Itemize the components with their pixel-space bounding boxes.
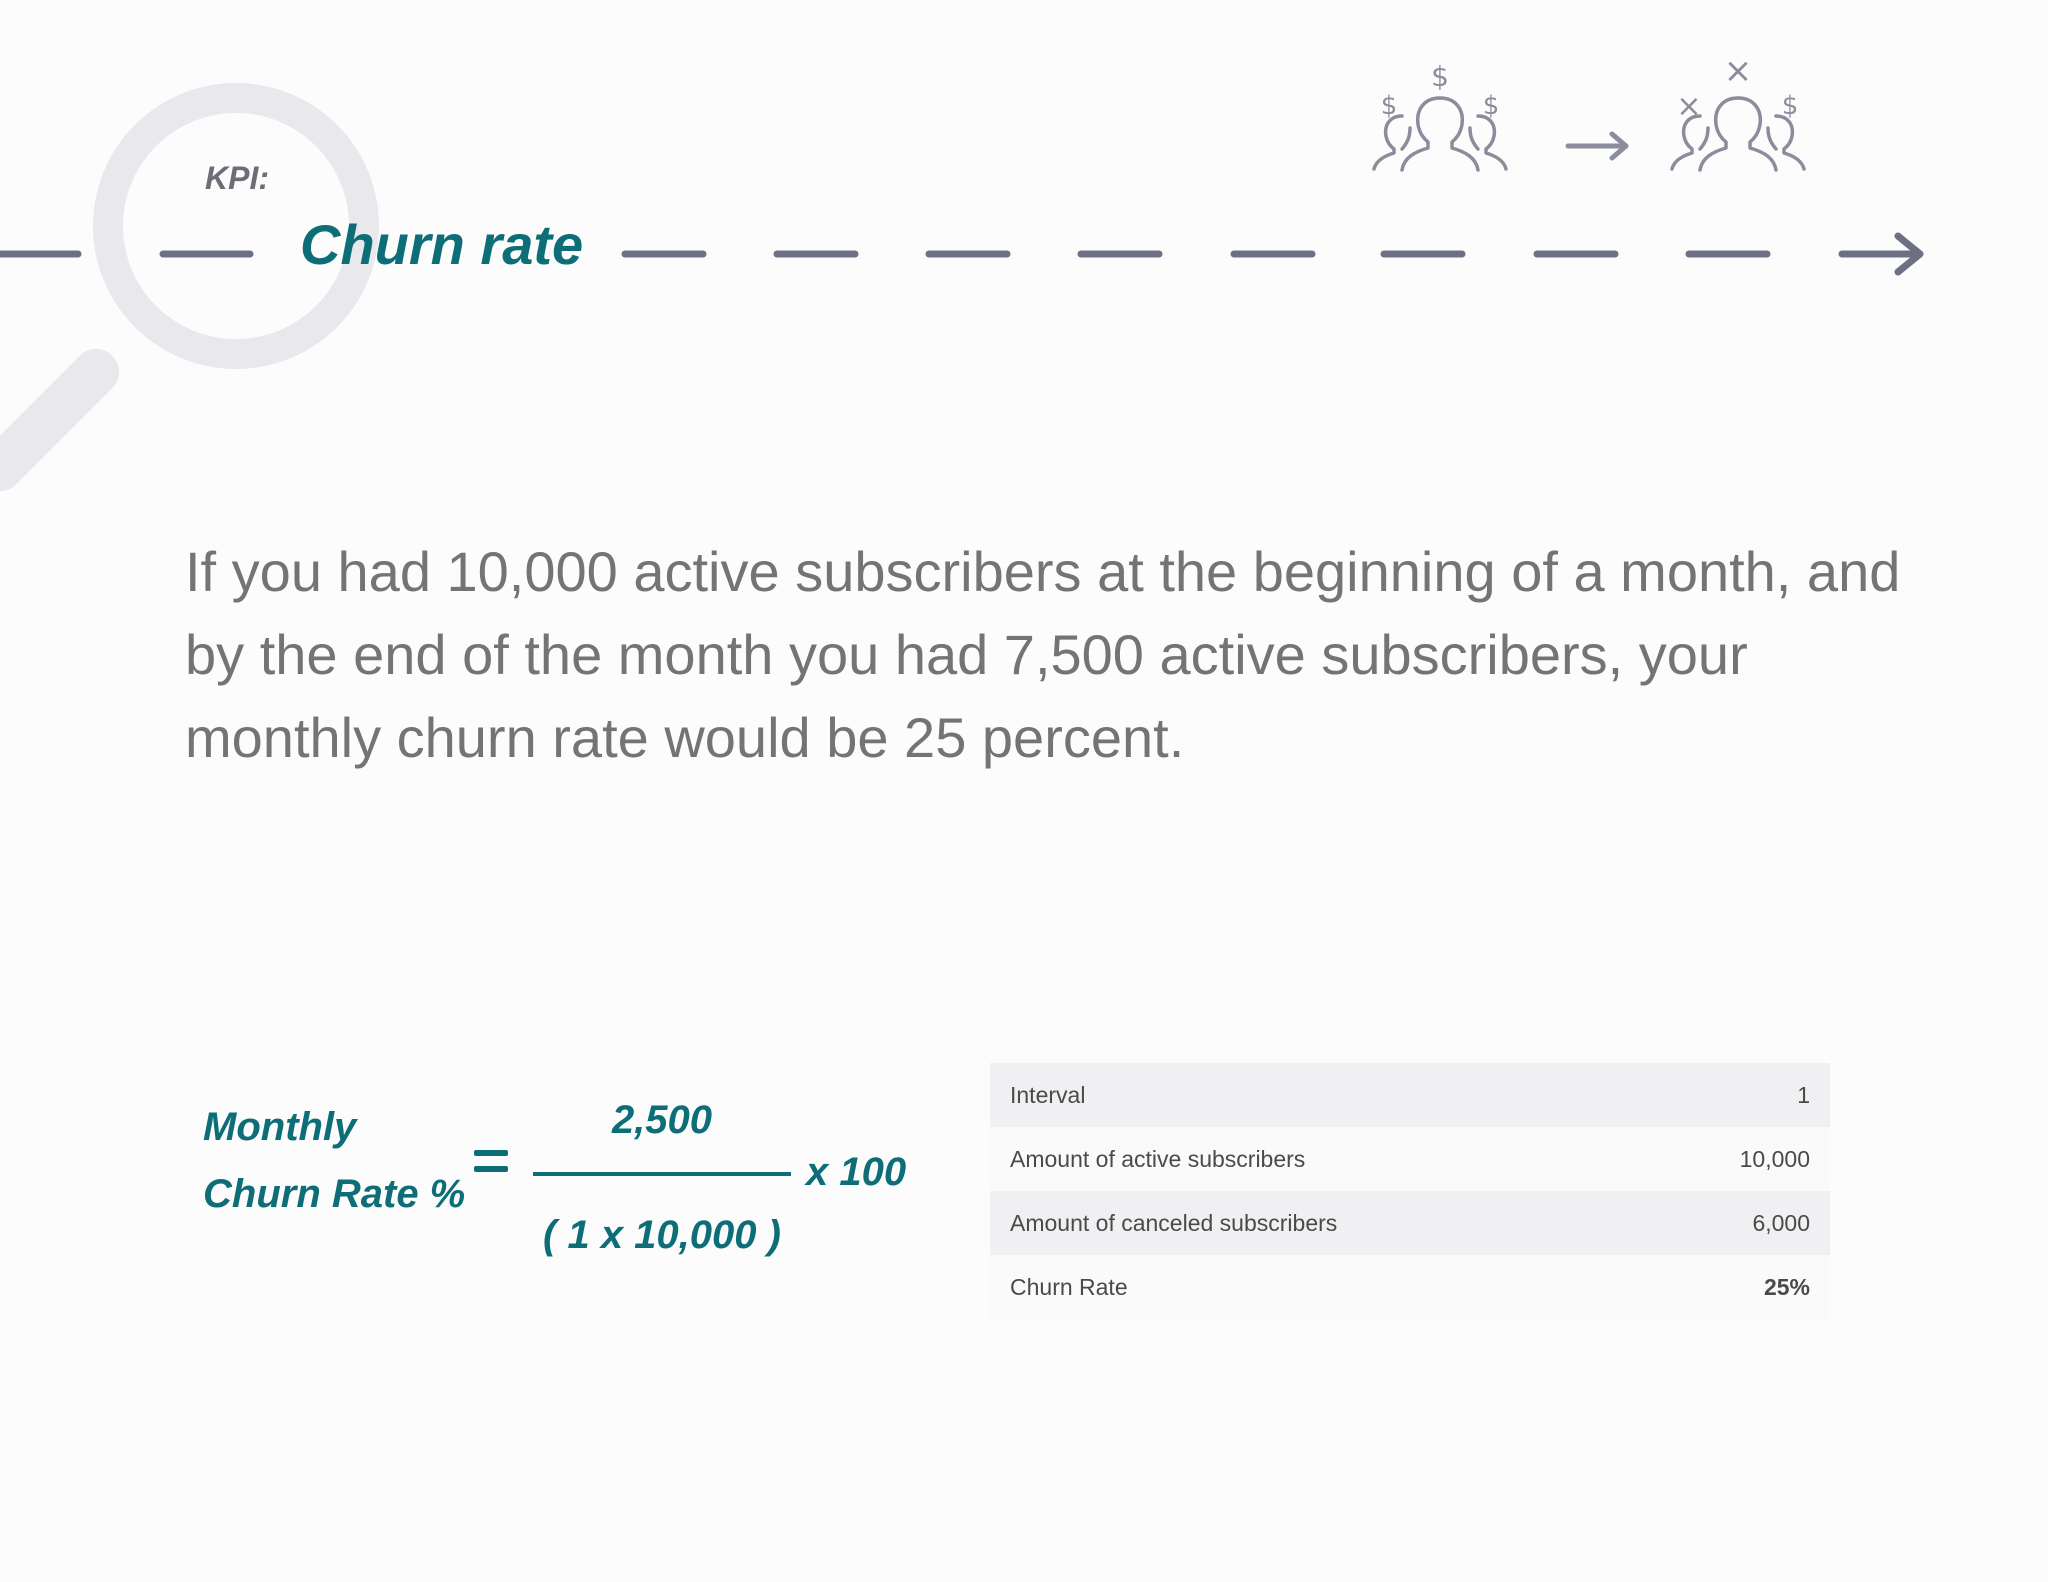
row-label: Amount of active subscribers <box>1010 1145 1306 1172</box>
row-value: 25% <box>1763 1273 1810 1300</box>
fraction-bar <box>533 1172 791 1176</box>
formula-denominator: ( 1 x 10,000 ) <box>543 1213 781 1257</box>
churn-table: Interval 1 Amount of active subscribers … <box>990 1063 1830 1319</box>
formula-multiplier: x 100 <box>806 1150 907 1194</box>
dollar-icon: $ <box>1782 91 1799 121</box>
row-label: Interval <box>1010 1081 1086 1108</box>
formula-numerator: 2,500 <box>611 1098 713 1142</box>
arrow-right-icon <box>1565 131 1629 161</box>
kpi-label: KPI: <box>205 160 269 196</box>
cross-icon: × <box>1676 89 1701 124</box>
row-value: 10,000 <box>1739 1145 1810 1172</box>
example-statement: If you had 10,000 active subscribers at … <box>185 540 1901 769</box>
formula-label-monthly: Monthly <box>203 1105 357 1149</box>
row-value: 1 <box>1797 1081 1810 1108</box>
subscriber-churn-illustration: $ $ $ × × $ <box>1372 51 1806 172</box>
dollar-icon: $ <box>1483 91 1500 121</box>
cross-icon: × <box>1724 51 1753 91</box>
dollar-icon: $ <box>1431 60 1449 93</box>
dashed-timeline <box>0 232 1924 276</box>
formula-label-churn-rate: Churn Rate % <box>203 1172 466 1216</box>
page-title: Churn rate <box>300 213 584 276</box>
row-label: Amount of canceled subscribers <box>1010 1209 1338 1236</box>
table-row: Churn Rate 25% <box>990 1255 1830 1319</box>
arrow-head-icon <box>1894 232 1924 276</box>
table-row: Interval 1 <box>990 1063 1830 1127</box>
table-row: Amount of active subscribers 10,000 <box>990 1127 1830 1191</box>
row-value: 6,000 <box>1752 1209 1810 1236</box>
row-label: Churn Rate <box>1010 1273 1128 1300</box>
magnifier-icon <box>0 83 379 491</box>
table-row: Amount of canceled subscribers 6,000 <box>990 1191 1830 1255</box>
dollar-icon: $ <box>1381 91 1398 121</box>
equals-sign <box>474 1150 508 1178</box>
